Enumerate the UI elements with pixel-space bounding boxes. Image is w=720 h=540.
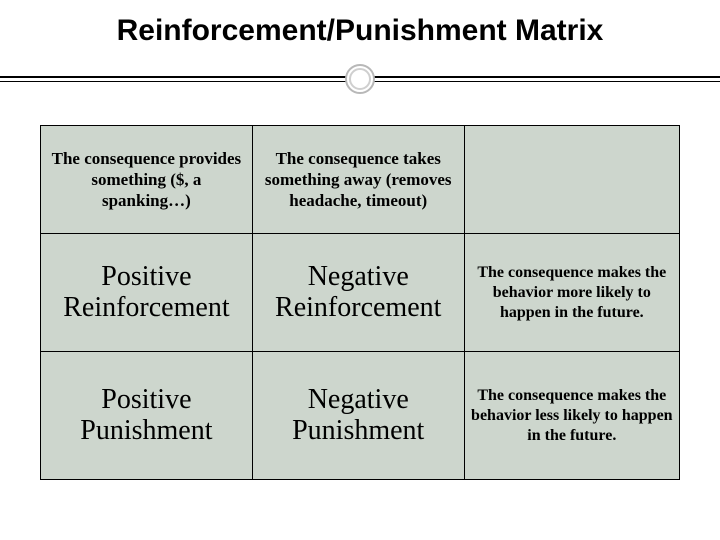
page-title: Reinforcement/Punishment Matrix	[0, 14, 720, 64]
reinforcement-matrix: The consequence provides something ($, a…	[40, 125, 680, 480]
table-row: Positive Reinforcement Negative Reinforc…	[41, 234, 680, 352]
title-area: Reinforcement/Punishment Matrix	[0, 0, 720, 94]
col-header-takes-away: The consequence takes something away (re…	[252, 126, 464, 234]
cell-negative-reinforcement: Negative Reinforcement	[252, 234, 464, 352]
col-header-blank	[464, 126, 679, 234]
rule-circle-inner	[349, 68, 371, 90]
row-label-less-likely: The consequence makes the behavior less …	[464, 352, 679, 480]
slide: Reinforcement/Punishment Matrix The cons…	[0, 0, 720, 540]
table-row: Positive Punishment Negative Punishment …	[41, 352, 680, 480]
cell-positive-punishment: Positive Punishment	[41, 352, 253, 480]
row-label-more-likely: The consequence makes the behavior more …	[464, 234, 679, 352]
title-rule	[0, 64, 720, 94]
cell-positive-reinforcement: Positive Reinforcement	[41, 234, 253, 352]
cell-negative-punishment: Negative Punishment	[252, 352, 464, 480]
col-header-provides: The consequence provides something ($, a…	[41, 126, 253, 234]
table-row: The consequence provides something ($, a…	[41, 126, 680, 234]
